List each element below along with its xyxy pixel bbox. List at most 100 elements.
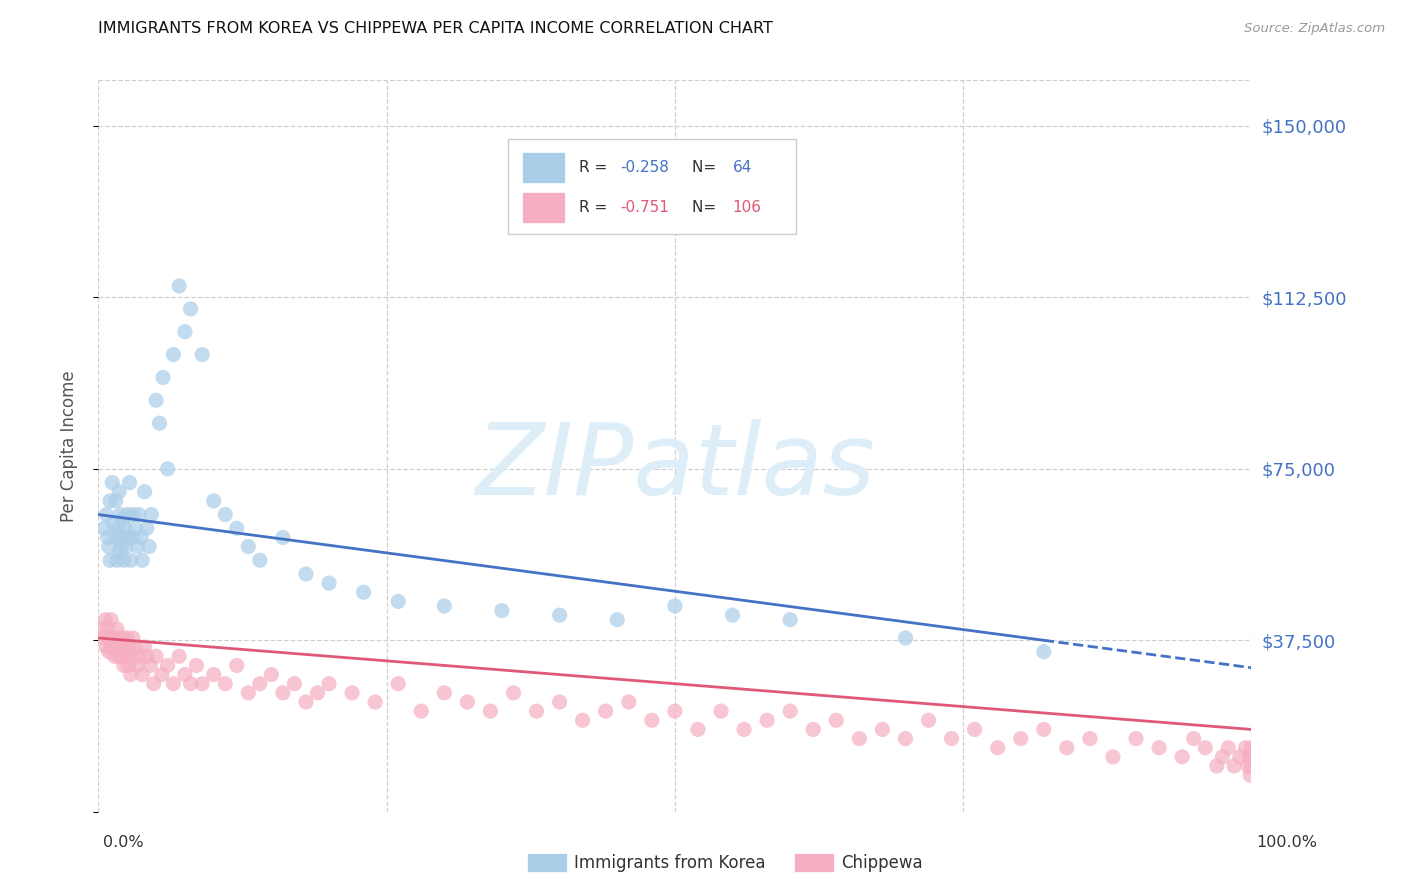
- Point: [167, 279, 190, 293]
- Point: [1237, 759, 1260, 773]
- Point: [101, 475, 124, 490]
- Point: [225, 521, 247, 535]
- Point: [283, 676, 305, 690]
- Point: [595, 704, 617, 718]
- Point: [128, 508, 150, 522]
- Point: [1229, 749, 1251, 764]
- Point: [145, 649, 167, 664]
- Point: [120, 553, 142, 567]
- Point: [1056, 740, 1078, 755]
- Point: [124, 640, 146, 655]
- Point: [191, 676, 214, 690]
- Point: [617, 695, 640, 709]
- Point: [664, 704, 686, 718]
- Point: [174, 667, 197, 681]
- Point: [214, 508, 236, 522]
- Point: [479, 704, 502, 718]
- Point: [202, 493, 225, 508]
- Point: [1218, 740, 1240, 755]
- Point: [387, 676, 409, 690]
- Point: [142, 676, 165, 690]
- Point: [548, 695, 571, 709]
- Point: [110, 540, 132, 554]
- Point: [121, 649, 143, 664]
- Point: [1032, 645, 1054, 659]
- Point: [353, 585, 375, 599]
- Point: [162, 347, 184, 362]
- Point: [117, 530, 139, 544]
- Point: [249, 553, 271, 567]
- Point: [1240, 749, 1263, 764]
- Point: [202, 667, 225, 681]
- Point: [145, 393, 167, 408]
- Point: [710, 704, 733, 718]
- Point: [249, 676, 271, 690]
- Point: [1239, 768, 1261, 782]
- Point: [1078, 731, 1101, 746]
- Point: [801, 723, 824, 737]
- Point: [97, 645, 120, 659]
- Point: [122, 631, 145, 645]
- FancyBboxPatch shape: [508, 139, 796, 234]
- FancyBboxPatch shape: [522, 152, 565, 183]
- Point: [318, 576, 340, 591]
- Point: [134, 640, 156, 655]
- Point: [152, 370, 174, 384]
- Point: [108, 631, 131, 645]
- Point: [127, 540, 149, 554]
- Text: Immigrants from Korea: Immigrants from Korea: [574, 854, 765, 871]
- Point: [917, 714, 939, 728]
- Point: [97, 530, 120, 544]
- Point: [134, 484, 156, 499]
- Point: [115, 540, 138, 554]
- Point: [111, 512, 134, 526]
- Point: [180, 676, 202, 690]
- Point: [124, 521, 146, 535]
- Point: [131, 667, 153, 681]
- Point: [721, 608, 744, 623]
- Text: -0.258: -0.258: [620, 160, 669, 175]
- Point: [93, 521, 115, 535]
- Point: [98, 631, 121, 645]
- Point: [122, 508, 145, 522]
- Point: [779, 704, 801, 718]
- Point: [112, 658, 135, 673]
- Point: [97, 622, 120, 636]
- Point: [101, 640, 124, 655]
- Point: [894, 631, 917, 645]
- Point: [238, 686, 260, 700]
- Point: [825, 714, 848, 728]
- Point: [733, 723, 755, 737]
- Point: [456, 695, 478, 709]
- Text: N=: N=: [692, 160, 721, 175]
- Point: [606, 613, 628, 627]
- Text: Chippewa: Chippewa: [841, 854, 922, 871]
- Point: [1237, 749, 1260, 764]
- Point: [271, 530, 294, 544]
- FancyBboxPatch shape: [522, 192, 565, 223]
- Point: [97, 540, 120, 554]
- Point: [104, 493, 127, 508]
- Point: [1125, 731, 1147, 746]
- Point: [122, 530, 145, 544]
- Point: [127, 658, 149, 673]
- Point: [186, 658, 208, 673]
- Point: [118, 475, 141, 490]
- Point: [779, 613, 801, 627]
- Point: [103, 649, 125, 664]
- Point: [103, 631, 125, 645]
- Point: [114, 521, 136, 535]
- Point: [1240, 740, 1263, 755]
- Point: [238, 540, 260, 554]
- Point: [93, 631, 115, 645]
- Point: [686, 723, 709, 737]
- Point: [1234, 740, 1257, 755]
- Text: 0.0%: 0.0%: [104, 836, 143, 850]
- Point: [548, 608, 571, 623]
- Text: R =: R =: [579, 160, 612, 175]
- Point: [114, 640, 136, 655]
- Point: [110, 640, 132, 655]
- Point: [641, 714, 664, 728]
- Point: [191, 347, 214, 362]
- Point: [1102, 749, 1125, 764]
